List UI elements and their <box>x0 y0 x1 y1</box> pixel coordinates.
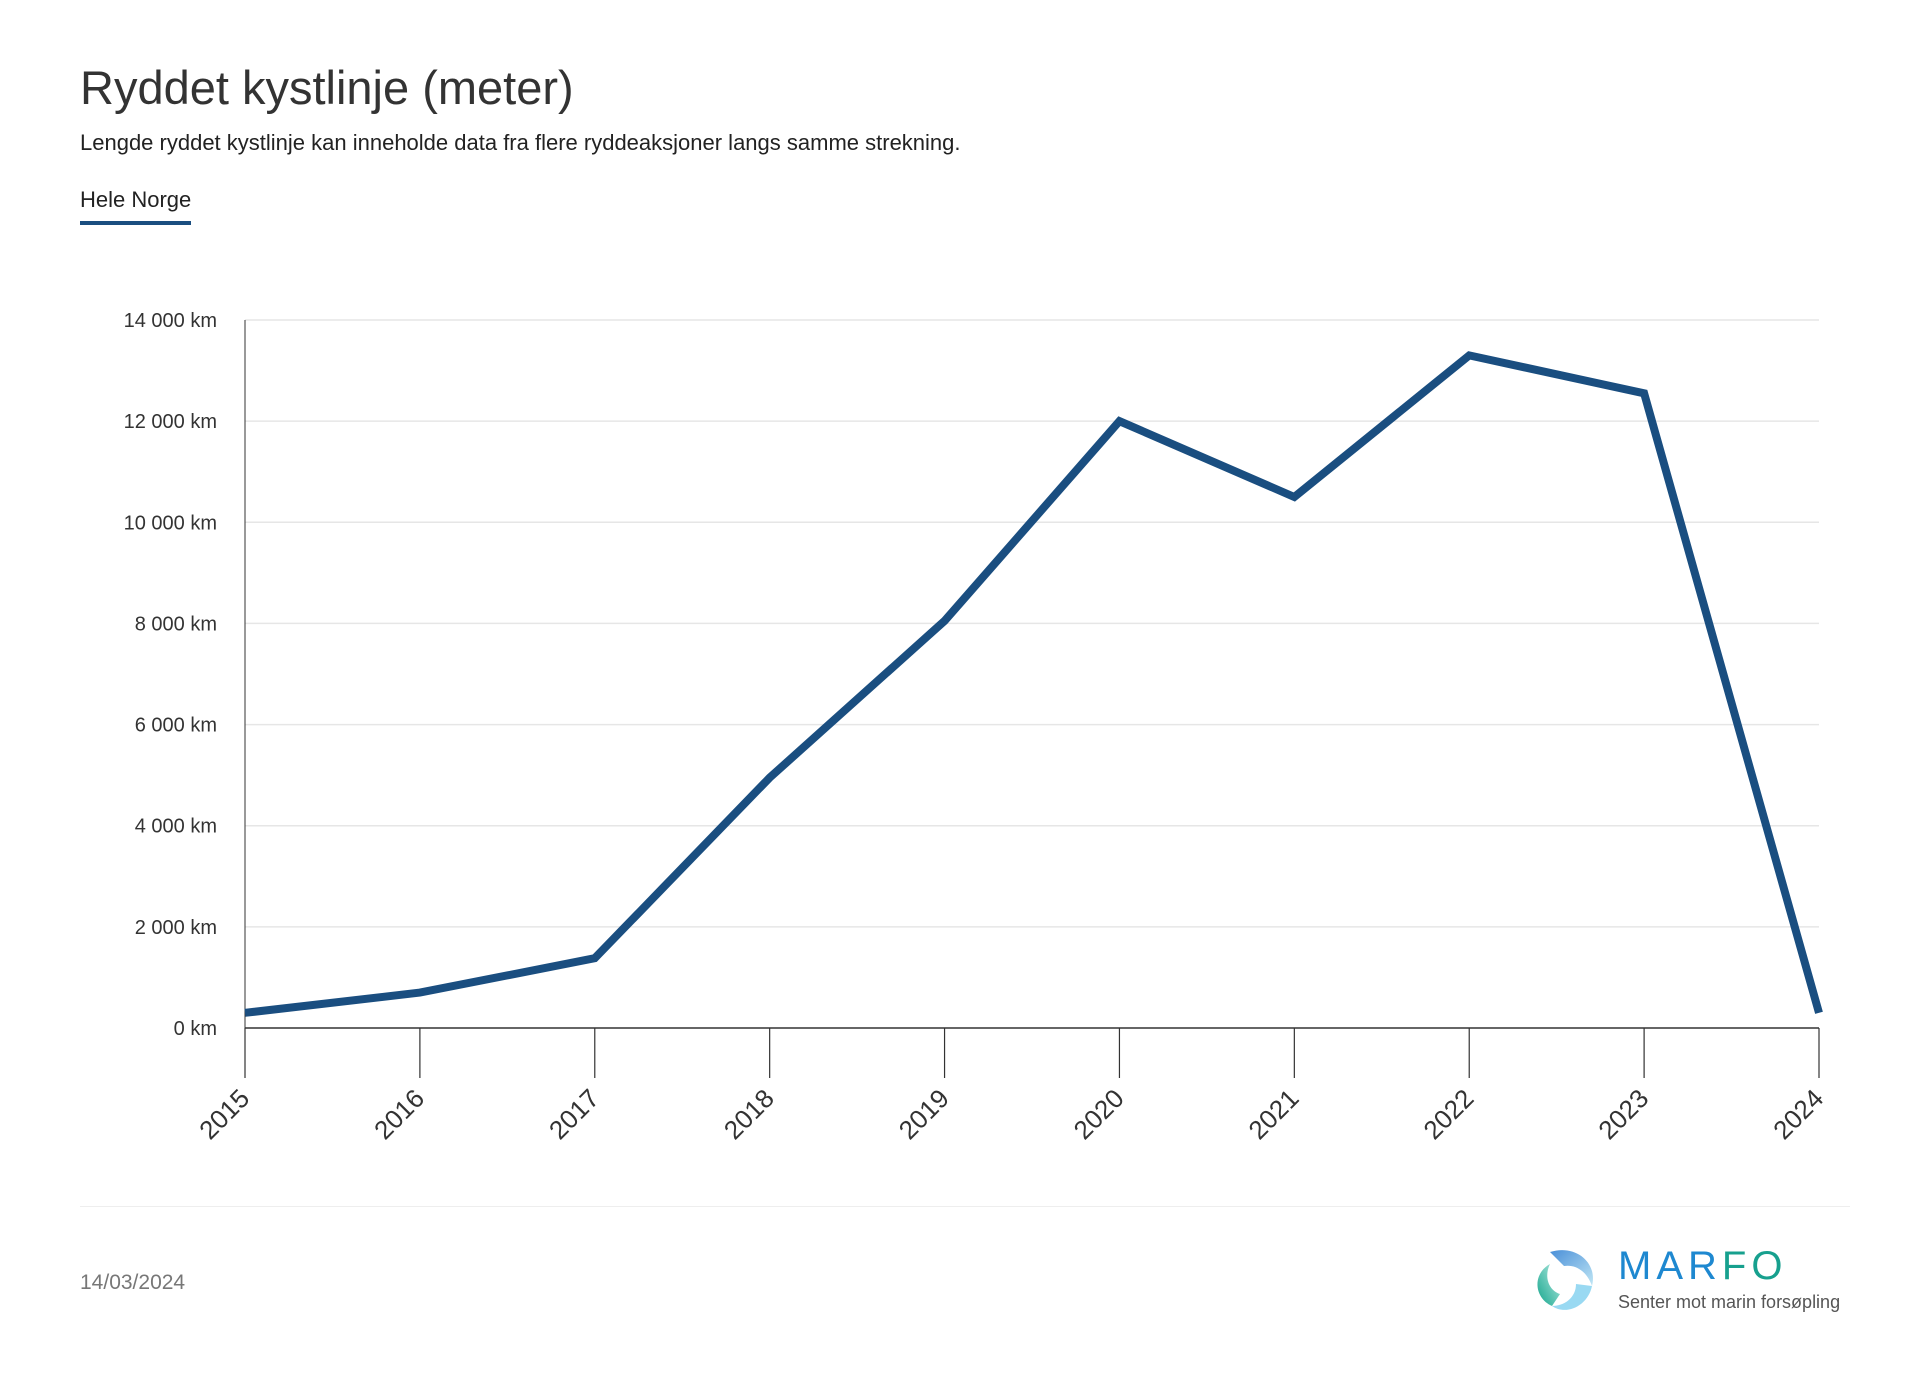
y-tick-label: 12 000 km <box>124 411 217 433</box>
y-tick-label: 0 km <box>174 1018 217 1040</box>
series <box>244 351 1823 1017</box>
y-axis-labels: 0 km 2 000 km 4 000 km 6 000 km 8 000 km 10 0… <box>124 310 217 1040</box>
x-tick-label: 2016 <box>368 1083 430 1145</box>
y-tick-label: 6 000 km <box>135 715 217 737</box>
y-tick-label: 10 000 km <box>124 512 217 534</box>
y-tick-label: 14 000 km <box>124 310 217 332</box>
x-tick-label: 2015 <box>193 1083 255 1145</box>
x-tick-label: 2022 <box>1417 1083 1479 1145</box>
swirl-logo-icon <box>1537 1250 1593 1310</box>
x-tick-label: 2017 <box>543 1083 605 1145</box>
y-tick-label: 8 000 km <box>135 613 217 635</box>
x-tick-label: 2018 <box>718 1083 780 1145</box>
x-tick-label: 2023 <box>1592 1083 1654 1145</box>
logo-name: MARFO <box>1618 1244 1787 1289</box>
logo-name-part: MAR <box>1618 1244 1722 1288</box>
x-tick-label: 2020 <box>1068 1083 1130 1145</box>
gridlines <box>245 319 1819 928</box>
y-tick-label: 2 000 km <box>135 917 217 939</box>
chart-title: Ryddet kystlinje (meter) <box>80 61 574 114</box>
y-tick-label: 4 000 km <box>135 816 217 838</box>
x-axis: 2015 2016 2017 2018 2019 2020 2021 2022 2023 2024 <box>193 1027 1829 1145</box>
x-tick-label: 2021 <box>1242 1083 1304 1145</box>
x-tick-label: 2019 <box>893 1083 955 1145</box>
marfo-logo: MARFO Senter mot marin forsøpling <box>1530 1244 1870 1316</box>
tab-hele-norge[interactable]: Hele Norge <box>80 187 192 225</box>
series-line <box>244 351 1823 1017</box>
line-chart: 0 km 2 000 km 4 000 km 6 000 km 8 000 km 10 0… <box>124 310 1830 1145</box>
chart-subtitle: Lengde ryddet kystlinje kan inneholde da… <box>80 130 961 155</box>
x-tick-label: 2024 <box>1767 1083 1829 1145</box>
logo-tagline: Senter mot marin forsøpling <box>1618 1292 1841 1312</box>
footer-divider <box>80 1206 1850 1207</box>
logo-name-part: FO <box>1721 1244 1788 1288</box>
date-stamp: 14/03/2024 <box>80 1271 186 1294</box>
